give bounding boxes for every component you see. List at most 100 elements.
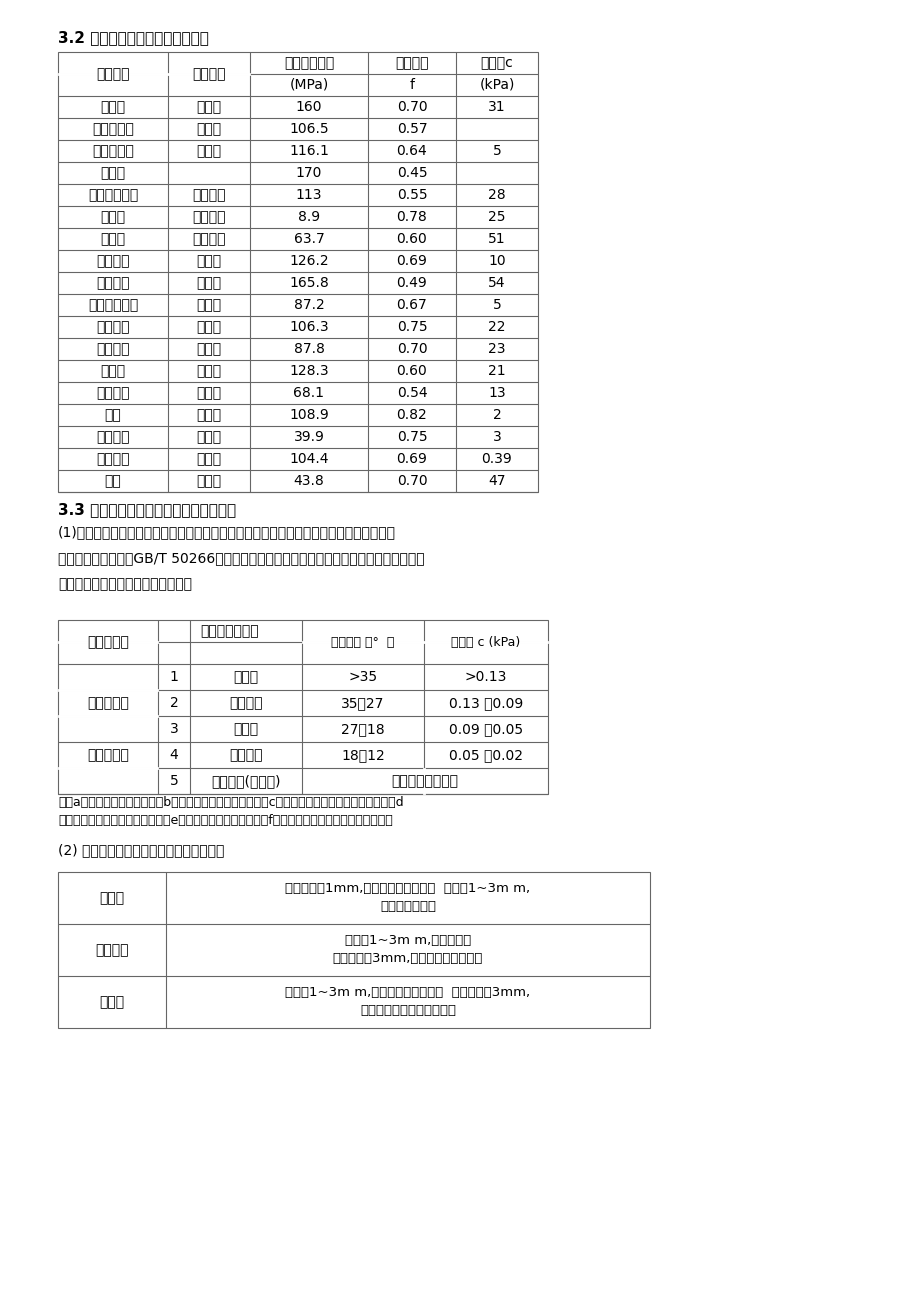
Text: 花岗闪长岩: 花岗闪长岩 <box>92 145 134 158</box>
Text: 粘聚力c: 粘聚力c <box>480 56 513 70</box>
Text: 结构面结合强度: 结构面结合强度 <box>200 624 259 638</box>
Text: 震旦纪: 震旦纪 <box>197 276 221 290</box>
Text: 寒武纪: 寒武纪 <box>197 430 221 444</box>
Text: 奥陶纪: 奥陶纪 <box>197 320 221 335</box>
Text: 石英砂岩: 石英砂岩 <box>96 276 130 290</box>
Text: >0.13: >0.13 <box>464 671 506 684</box>
Text: f: f <box>409 78 414 92</box>
Text: 结合差: 结合差 <box>233 723 258 736</box>
Text: 0.55: 0.55 <box>396 187 426 202</box>
Text: 硬性结构面: 硬性结构面 <box>87 697 129 710</box>
Text: 0.70: 0.70 <box>396 100 426 115</box>
Text: 25: 25 <box>488 210 505 224</box>
Text: 0.70: 0.70 <box>396 342 426 355</box>
Text: 0.69: 0.69 <box>396 254 427 268</box>
Text: 54: 54 <box>488 276 505 290</box>
Text: 张开度小于1mm,胶结良好，无充填；  张开度1~3m m,: 张开度小于1mm,胶结良好，无充填； 张开度1~3m m, <box>285 883 530 896</box>
Text: 薄层灰岩: 薄层灰岩 <box>96 320 130 335</box>
Text: 根据地区经验确定: 根据地区经验确定 <box>391 773 458 788</box>
Text: 0.45: 0.45 <box>396 165 426 180</box>
Text: >35: >35 <box>348 671 377 684</box>
Text: 内摩察角 叽°  ）: 内摩察角 叽° ） <box>331 635 394 648</box>
Bar <box>58 872 650 1029</box>
Text: 张开度大于3mm,表面粗糙，钙质胶结: 张开度大于3mm,表面粗糙，钙质胶结 <box>333 953 482 966</box>
Text: 寒武纪: 寒武纪 <box>197 385 221 400</box>
Text: 结合一般: 结合一般 <box>229 697 263 710</box>
Text: 0.75: 0.75 <box>396 320 426 335</box>
Bar <box>58 620 548 794</box>
Text: 石英砾岩: 石英砾岩 <box>96 254 130 268</box>
Text: 结合极差(泥化层): 结合极差(泥化层) <box>211 773 280 788</box>
Text: 张开度1~3m m,钙质胶结；: 张开度1~3m m,钙质胶结； <box>345 935 471 948</box>
Text: 辉绿岩: 辉绿岩 <box>100 165 125 180</box>
Text: 5: 5 <box>492 298 501 312</box>
Text: 角闪花岗岩: 角闪花岗岩 <box>92 122 134 135</box>
Text: 结构面类型: 结构面类型 <box>87 635 129 648</box>
Text: 23: 23 <box>488 342 505 355</box>
Text: 3: 3 <box>492 430 501 444</box>
Text: 张开度1~3m m,表面平直，无胶结；  张开度大于3mm,: 张开度1~3m m,表面平直，无胶结； 张开度大于3mm, <box>285 987 530 1000</box>
Text: 奥陶纪: 奥陶纪 <box>197 298 221 312</box>
Text: 白垩纪: 白垩纪 <box>197 122 221 135</box>
Text: 87.2: 87.2 <box>293 298 324 312</box>
Text: 8.9: 8.9 <box>298 210 320 224</box>
Text: 21: 21 <box>488 365 505 378</box>
Bar <box>58 52 538 492</box>
Text: 石英砂岩: 石英砂岩 <box>96 385 130 400</box>
Text: (2) 岩体结构面的结合程度可按下表确定。: (2) 岩体结构面的结合程度可按下表确定。 <box>58 842 224 857</box>
Text: 1: 1 <box>169 671 178 684</box>
Text: 0.75: 0.75 <box>396 430 426 444</box>
Text: 石炭纪: 石炭纪 <box>197 365 221 378</box>
Text: 岩体结构面浸水时取表中较低值；e临时性边坡可取表中高值；f表中数值已考虑结构面的时间效应。: 岩体结构面浸水时取表中较低值；e临时性边坡可取表中高值；f表中数值已考虑结构面的… <box>58 815 392 828</box>
Text: 大理岩: 大理岩 <box>100 232 125 246</box>
Text: 104.4: 104.4 <box>289 452 328 466</box>
Text: 3.3 岩石结构面的抗剪强度指标经验数据: 3.3 岩石结构面的抗剪强度指标经验数据 <box>58 503 236 517</box>
Text: 2: 2 <box>492 408 501 422</box>
Text: 126.2: 126.2 <box>289 254 328 268</box>
Text: 砂岩: 砂岩 <box>105 408 121 422</box>
Text: 侏罗纪: 侏罗纪 <box>197 474 221 488</box>
Text: 0.60: 0.60 <box>396 232 427 246</box>
Text: 87.8: 87.8 <box>293 342 324 355</box>
Text: 中粒砂岩: 中粒砂岩 <box>96 430 130 444</box>
Text: 63.7: 63.7 <box>293 232 324 246</box>
Text: 27～18: 27～18 <box>341 723 384 736</box>
Text: 0.57: 0.57 <box>396 122 426 135</box>
Text: 68.1: 68.1 <box>293 385 324 400</box>
Text: 奥陶纪: 奥陶纪 <box>197 342 221 355</box>
Text: 粘聚力 c (kPa): 粘聚力 c (kPa) <box>451 635 520 648</box>
Text: 硅质或铁质胶结: 硅质或铁质胶结 <box>380 901 436 914</box>
Text: 千枚岩: 千枚岩 <box>100 210 125 224</box>
Text: 106.3: 106.3 <box>289 320 328 335</box>
Text: 165.8: 165.8 <box>289 276 328 290</box>
Text: 10: 10 <box>488 254 505 268</box>
Text: 128.3: 128.3 <box>289 365 328 378</box>
Text: 170: 170 <box>296 165 322 180</box>
Text: 3: 3 <box>169 723 178 736</box>
Text: 0.05 ～0.02: 0.05 ～0.02 <box>448 749 522 762</box>
Text: 2: 2 <box>169 697 178 710</box>
Text: 前震旦纪: 前震旦纪 <box>192 232 225 246</box>
Text: (MPa): (MPa) <box>289 78 328 92</box>
Text: 软弱结构面: 软弱结构面 <box>87 749 129 762</box>
Text: 白云质泥灰岩: 白云质泥灰岩 <box>88 298 138 312</box>
Text: 0.13 ～0.09: 0.13 ～0.09 <box>448 697 523 710</box>
Text: 地质年代: 地质年代 <box>192 66 225 81</box>
Text: 0.67: 0.67 <box>396 298 427 312</box>
Text: 47: 47 <box>488 474 505 488</box>
Text: 0.60: 0.60 <box>396 365 427 378</box>
Text: 0.39: 0.39 <box>482 452 512 466</box>
Text: 113: 113 <box>295 187 322 202</box>
Text: 3.2 岩石的抗剪强度指标经验数据: 3.2 岩石的抗剪强度指标经验数据 <box>58 30 209 46</box>
Text: 摩察系数: 摩察系数 <box>395 56 428 70</box>
Text: 前震旦纪: 前震旦纪 <box>192 187 225 202</box>
Text: 0.78: 0.78 <box>396 210 427 224</box>
Text: 39.9: 39.9 <box>293 430 324 444</box>
Text: 4: 4 <box>169 749 178 762</box>
Text: 按下表和反算分析等方法综合确定。: 按下表和反算分析等方法综合确定。 <box>58 577 192 591</box>
Text: 51: 51 <box>488 232 505 246</box>
Text: 鲕状灰岩: 鲕状灰岩 <box>96 342 130 355</box>
Text: 结合差: 结合差 <box>99 995 124 1009</box>
Text: 106.5: 106.5 <box>289 122 328 135</box>
Text: 寒武纪: 寒武纪 <box>197 408 221 422</box>
